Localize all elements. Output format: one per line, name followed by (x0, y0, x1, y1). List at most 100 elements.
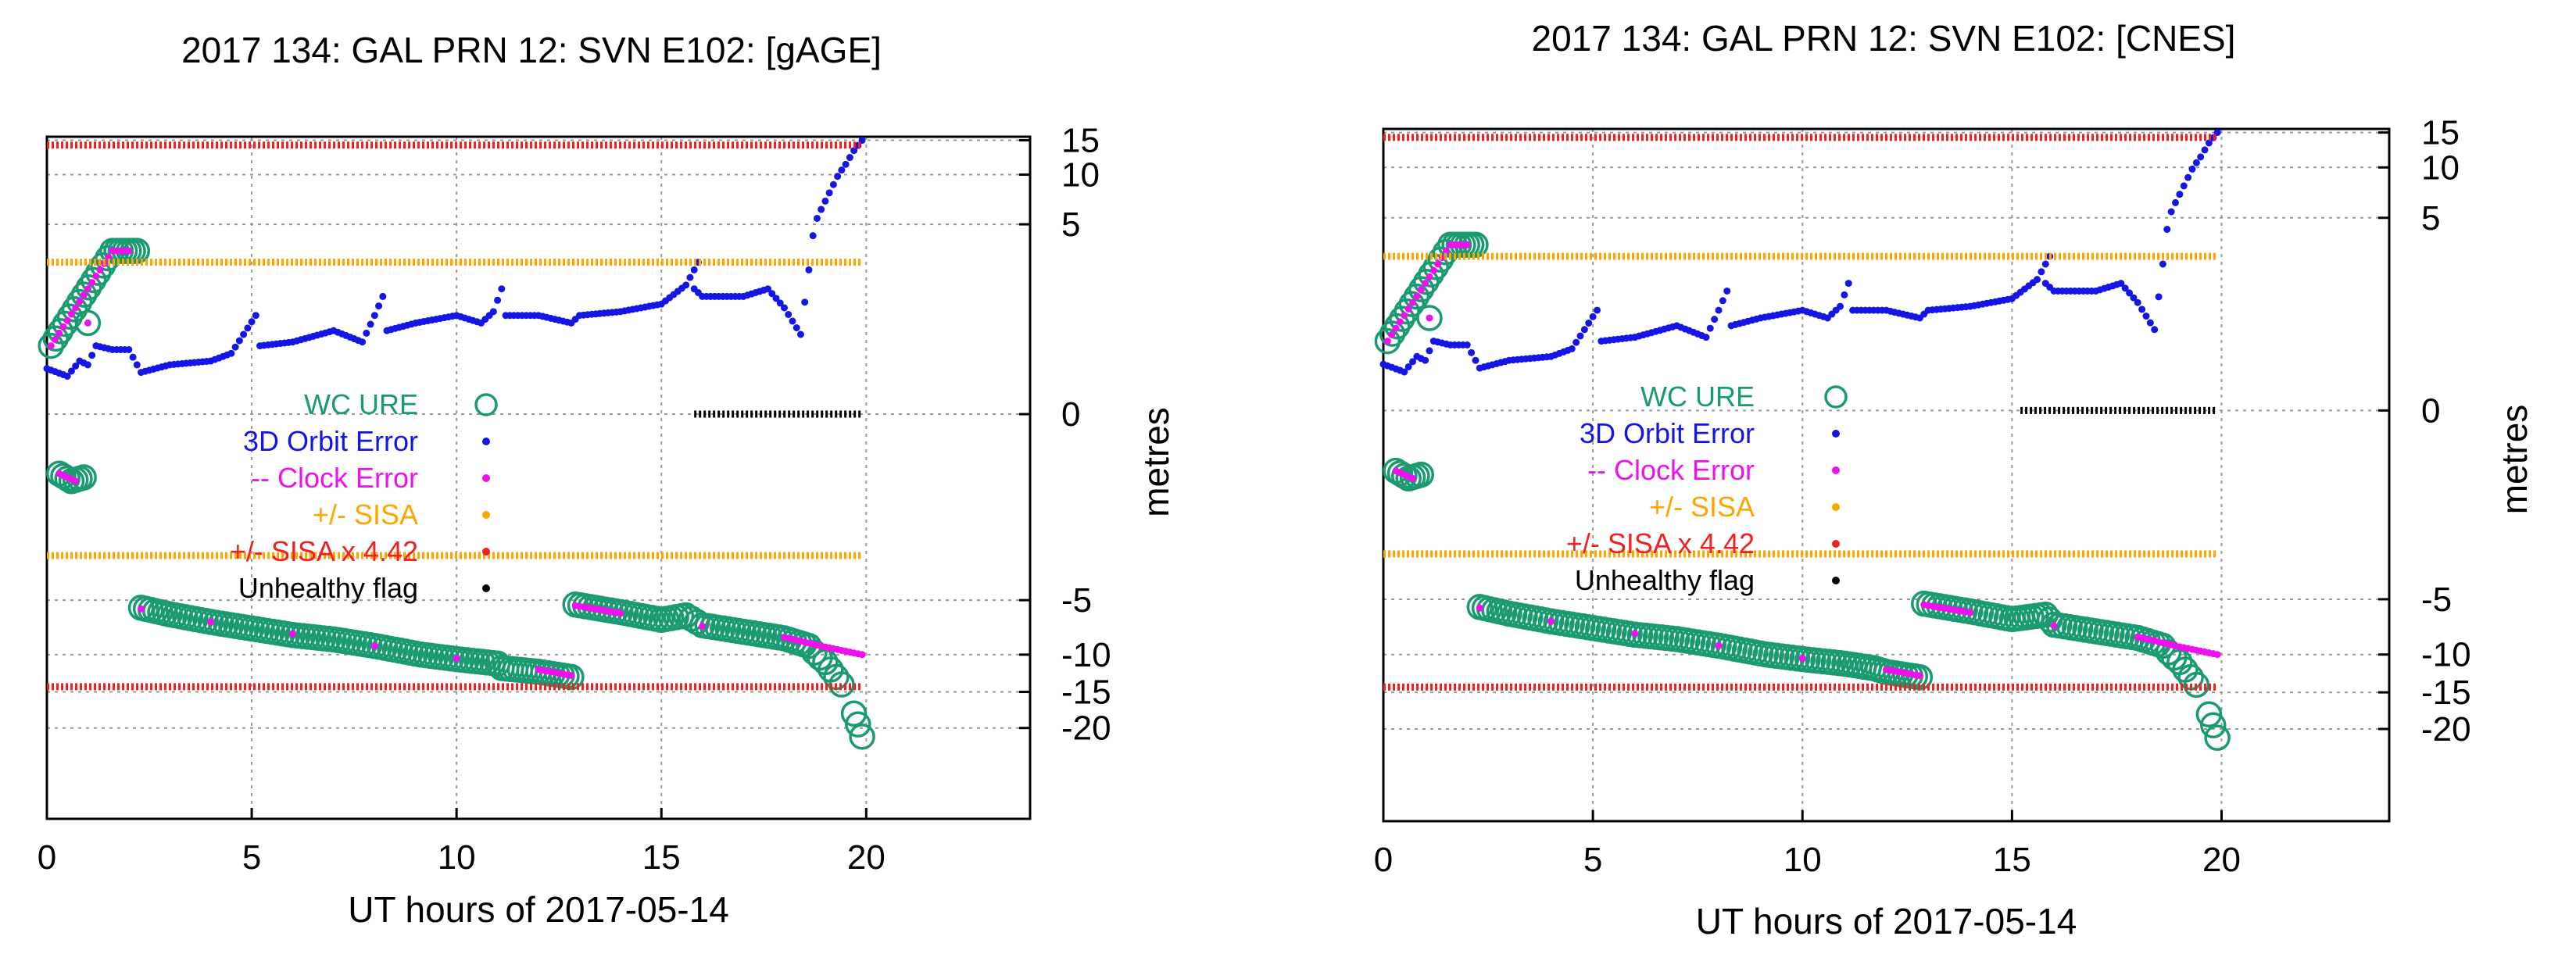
chart-title: 2017 134: GAL PRN 12: SVN E102: [gAGE] (181, 30, 882, 70)
data-point (1413, 292, 1421, 300)
data-point (2204, 724, 2231, 752)
data-point (498, 285, 506, 293)
legend-label: Unhealthy flag (1575, 564, 1755, 596)
data-point (125, 247, 133, 255)
data-point (2146, 319, 2154, 327)
data-point (2167, 208, 2175, 216)
data-point (2188, 165, 2196, 173)
data-point (1429, 266, 1437, 274)
x-tick-label: 0 (1374, 841, 1393, 879)
x-tick-label: 15 (642, 838, 681, 877)
data-point (1427, 246, 1454, 273)
legend-label: +/- SISA x 4.42 (1566, 527, 1755, 559)
data-point (1379, 320, 1406, 347)
data-point (63, 372, 71, 380)
data-point (2176, 191, 2184, 198)
legend-marker (1824, 385, 1848, 409)
data-point (2138, 305, 2146, 313)
data-point (207, 618, 215, 626)
data-point (1404, 363, 1412, 370)
data-point (59, 323, 67, 331)
y-tick-label: -15 (2421, 674, 2471, 712)
data-point (2121, 284, 2129, 292)
x-tick-label: 5 (1583, 841, 1602, 879)
data-point (2134, 298, 2141, 306)
data-point (2034, 276, 2041, 284)
data-point (1401, 312, 1408, 320)
data-point (363, 329, 370, 337)
legend-label: +/- SISA (1649, 491, 1755, 523)
x-tick-label: 10 (1784, 841, 1822, 879)
data-point (42, 325, 70, 352)
data-point (2159, 260, 2166, 268)
data-point (825, 189, 833, 197)
data-point (768, 290, 776, 298)
data-point (1589, 313, 1597, 320)
data-point (67, 310, 75, 318)
data-point (845, 711, 871, 738)
data-point (1463, 241, 1471, 248)
data-point (379, 292, 387, 300)
data-point (1572, 338, 1580, 346)
data-point (453, 655, 460, 663)
data-point (240, 331, 248, 338)
data-point (359, 338, 367, 346)
data-point (1702, 334, 1710, 341)
data-point (1593, 306, 1601, 314)
data-point (72, 477, 80, 485)
y-tick-label: -5 (2421, 581, 2452, 619)
data-point (84, 361, 91, 369)
data-point (796, 331, 804, 338)
data-point (1403, 283, 1430, 310)
data-point (1434, 260, 1442, 268)
data-point (1568, 345, 1576, 352)
data-point (494, 296, 502, 304)
data-point (1383, 313, 1411, 340)
data-point (1841, 291, 1848, 298)
data-point (2200, 712, 2227, 739)
y-tick-label: -10 (1061, 636, 1111, 674)
data-point (84, 285, 91, 293)
data-point (1416, 305, 1443, 331)
data-point (88, 279, 96, 287)
series-wc-ure (38, 238, 875, 750)
data-point (1388, 331, 1396, 338)
data-point (75, 274, 102, 301)
y-tick-label: 10 (1061, 156, 1100, 195)
y-tick-label: -10 (2421, 636, 2471, 674)
legend-label: +/- SISA x 4.42 (230, 535, 418, 567)
data-point (1723, 287, 1731, 295)
data-point (1547, 617, 1555, 625)
data-point (1426, 273, 1433, 280)
series-sisa-x-4-42 (1383, 134, 2218, 691)
legend-label: 3D Orbit Error (243, 425, 418, 457)
data-point (1389, 305, 1415, 332)
data-point (1417, 286, 1425, 294)
data-point (1468, 348, 1476, 356)
data-point (2142, 313, 2150, 320)
data-point (1706, 324, 1714, 332)
data-point (686, 273, 694, 281)
data-point (1391, 463, 1418, 489)
data-point (1409, 358, 1417, 366)
data-point (776, 299, 784, 307)
data-point (1576, 332, 1584, 340)
data-point (1631, 630, 1639, 638)
data-point (370, 312, 378, 320)
data-point (682, 281, 690, 289)
data-point (1413, 268, 1440, 295)
data-point (1798, 655, 1806, 663)
series-3d-orbit-error (43, 137, 866, 380)
y-tick-label: 15 (2421, 114, 2460, 152)
data-point (2126, 289, 2134, 297)
data-point (1476, 604, 1483, 612)
x-tick-label: 10 (438, 838, 476, 877)
data-point (138, 605, 145, 613)
legend-marker (1832, 503, 1840, 511)
data-point (1374, 327, 1401, 355)
data-point (61, 296, 88, 323)
data-point (1844, 280, 1852, 288)
data-point (2205, 139, 2213, 147)
chart-title: 2017 134: GAL PRN 12: SVN E102: [CNES] (1532, 18, 2236, 59)
